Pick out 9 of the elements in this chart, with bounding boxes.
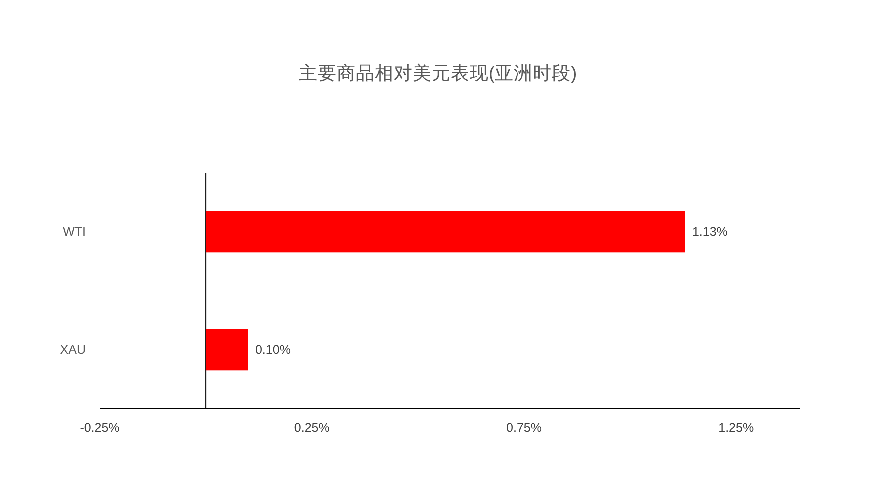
data-label: 0.10% [255,343,291,357]
title: 主要商品相对美元表现(亚洲时段) [298,62,578,84]
y-category-label: WTI [63,225,86,239]
x-tick-label: -0.25% [80,421,120,435]
x-tick-label: 0.75% [506,421,542,435]
x-tick-label: 0.25% [294,421,330,435]
data-label: 1.13% [692,225,728,239]
x-tick-label: 1.25% [718,421,754,435]
y-category-label: XAU [60,343,86,357]
